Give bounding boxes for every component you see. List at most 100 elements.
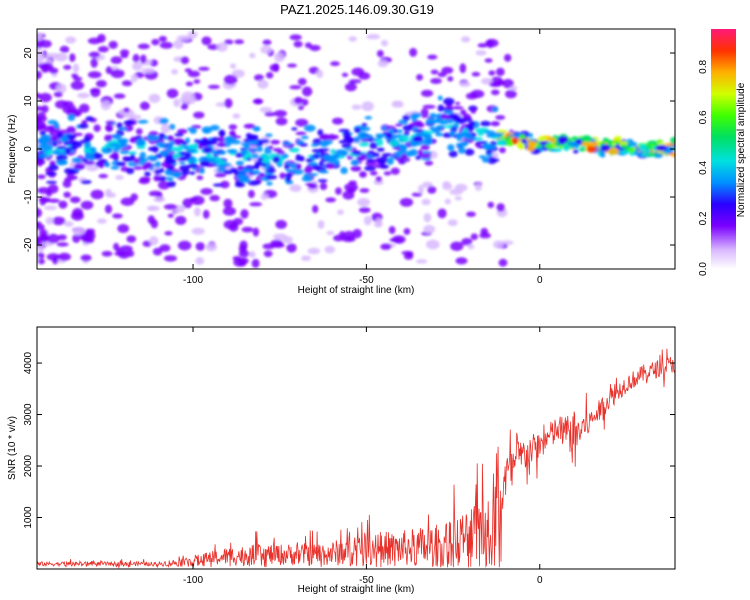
spectral-blob	[348, 36, 357, 42]
spectral-blob	[193, 111, 205, 119]
spectral-blob	[376, 135, 383, 140]
spectral-blob	[176, 35, 191, 41]
colorbar-tick-label: 0.0	[698, 262, 709, 276]
spectral-blob	[101, 250, 113, 257]
spectral-blob	[212, 183, 224, 187]
spectral-blob	[411, 192, 423, 197]
spectral-blob	[423, 212, 432, 223]
spectral-blob	[301, 255, 311, 261]
spectral-blob	[390, 167, 400, 175]
spectral-blob	[209, 194, 220, 202]
spectral-blob	[351, 150, 362, 156]
spectral-blob	[163, 204, 178, 210]
colorbar: 0.0 0.2 0.4 0.6 0.8 Normalized spectral ampl…	[698, 29, 747, 276]
spectral-blob	[495, 115, 506, 120]
spectral-blob	[312, 164, 320, 171]
spectral-blob	[215, 164, 227, 168]
spectral-blob	[358, 141, 369, 147]
x-tick-label: 0	[537, 575, 543, 586]
spectral-blob	[127, 151, 137, 155]
spectral-blob	[123, 107, 130, 113]
spectral-blob	[420, 108, 429, 119]
spectral-blob	[402, 114, 411, 122]
spectral-blob	[386, 157, 394, 166]
spectral-blob	[48, 164, 59, 171]
spectral-blob	[105, 66, 113, 75]
spectral-blob	[251, 258, 260, 269]
spectral-blob	[496, 139, 505, 146]
spectral-blob	[70, 141, 83, 148]
spectral-blob	[167, 166, 174, 171]
spectral-blob	[383, 171, 392, 176]
spectral-blob	[155, 161, 161, 168]
spectral-blob	[41, 143, 54, 151]
spectral-blob	[137, 119, 149, 124]
spectral-blob	[461, 237, 473, 246]
spectral-blob	[58, 252, 71, 261]
snr-plot-area	[37, 327, 675, 569]
spectral-blob	[166, 88, 179, 99]
spectrogram-y-ticks: -20 -10 0 10 20	[23, 47, 675, 252]
spectral-blob	[108, 40, 118, 49]
spectral-blob	[37, 252, 45, 260]
spectral-blob	[282, 236, 293, 244]
spectral-blob	[442, 183, 453, 191]
spectral-blob	[332, 117, 344, 125]
spectral-blob	[251, 148, 257, 153]
spectral-blob	[38, 197, 51, 202]
spectral-blob	[166, 144, 173, 149]
spectral-blob	[181, 91, 195, 102]
spectral-blob	[333, 234, 344, 242]
spectral-blob	[395, 123, 403, 127]
spectral-blob	[37, 174, 46, 180]
spectral-blob	[228, 124, 238, 130]
spectral-blob	[180, 104, 189, 110]
spectral-blob	[297, 105, 304, 111]
spectral-blob	[113, 242, 120, 251]
spectral-blob	[257, 79, 269, 89]
spectral-blob	[55, 154, 68, 161]
spectral-blob	[64, 147, 71, 155]
spectral-blob	[475, 140, 487, 145]
spectral-blob	[295, 131, 307, 136]
spectral-blob	[58, 200, 68, 209]
x-tick-label: -100	[183, 275, 203, 286]
spectral-blob	[63, 221, 74, 227]
spectral-blob	[63, 141, 71, 146]
spectral-blob	[490, 121, 500, 127]
spectral-blob	[223, 74, 238, 85]
spectral-blob	[255, 145, 263, 153]
spectral-blob	[553, 148, 563, 152]
spectral-blob	[276, 150, 286, 156]
spectral-blob	[185, 154, 192, 158]
spectral-blob	[398, 159, 406, 165]
spectral-blob	[85, 116, 94, 122]
spectral-blob	[343, 136, 355, 144]
spectral-blob	[241, 226, 254, 233]
spectral-blob	[112, 213, 123, 219]
spectral-blob	[246, 169, 254, 173]
spectral-blob	[179, 164, 190, 172]
spectral-blob	[289, 34, 302, 41]
spectral-blob	[191, 227, 205, 235]
spectral-blob	[72, 63, 80, 73]
spectral-blob	[600, 150, 606, 158]
spectral-blob	[293, 40, 303, 48]
spectral-blob	[544, 143, 555, 149]
spectral-blob	[413, 136, 423, 141]
spectral-blob	[252, 165, 260, 169]
spectral-blob	[56, 146, 67, 150]
snr-series-line	[37, 348, 675, 569]
spectral-blob	[84, 152, 95, 161]
spectral-blob	[193, 79, 201, 84]
spectral-blob	[285, 176, 292, 182]
spectral-blob	[120, 54, 129, 59]
spectral-blob	[357, 197, 371, 207]
spectral-blob	[129, 114, 142, 120]
spectral-blob	[318, 160, 325, 167]
spectral-blob	[443, 97, 455, 106]
spectral-blob	[461, 36, 471, 43]
spectral-blob	[475, 50, 487, 56]
spectral-blob	[167, 213, 174, 218]
spectral-blob	[324, 245, 336, 254]
